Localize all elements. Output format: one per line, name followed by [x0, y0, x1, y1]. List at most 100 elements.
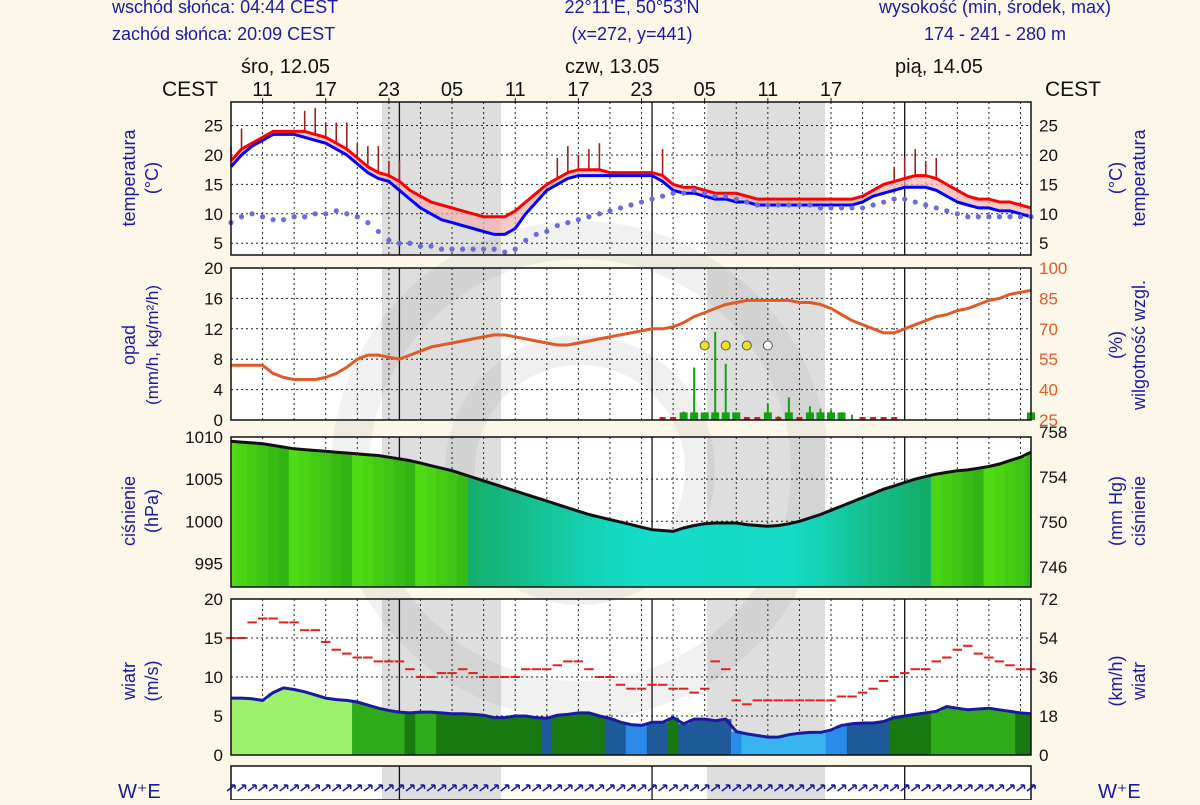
dew-point-dot [849, 205, 855, 211]
precip-block [690, 412, 699, 420]
dew-point-dot [407, 240, 413, 246]
dew-point-dot [996, 214, 1003, 220]
pressure-area-slice [415, 463, 427, 587]
precip-block [763, 412, 772, 420]
panel-bg-temp [231, 102, 1031, 255]
panel-frame-wind [230, 598, 1032, 756]
wind-area-slice [509, 716, 521, 755]
wind-direction-arrow [258, 784, 268, 792]
dew-point-dot [659, 193, 666, 199]
wind-direction-arrow [384, 784, 394, 792]
dew-point-dot [481, 246, 487, 252]
wind-left-unit: (m/s) [142, 661, 162, 702]
precip-tick-left: 16 [204, 289, 223, 308]
wind-area-slice [909, 714, 921, 755]
wind-direction-arrow [331, 784, 342, 792]
wind-direction-arrow [889, 784, 899, 792]
wind-area-slice [615, 722, 627, 755]
wind-tick-left: 0 [214, 746, 223, 765]
dew-point-dot [323, 211, 329, 217]
wind-area-slice [804, 732, 816, 755]
pressure-area-slice [467, 477, 479, 587]
dew-point-dot [712, 193, 718, 199]
pressure-tick-left: 1010 [185, 428, 223, 447]
wind-area-slice [604, 718, 616, 755]
hour-tick-label: 05 [441, 79, 463, 101]
pressure-area-slice [815, 514, 827, 587]
pressure-area-slice [794, 521, 806, 587]
precip-block [711, 412, 720, 420]
wind-area-slice [752, 735, 764, 755]
wind-direction-arrow [963, 784, 973, 792]
temp-tick-right: 25 [1039, 117, 1058, 136]
wind-area-slice [699, 719, 711, 755]
wind-area-slice [362, 705, 374, 755]
pressure-area-slice [699, 523, 711, 587]
pressure-area-slice [709, 522, 721, 587]
dew-point-dot [796, 202, 803, 208]
wind-direction-arrow [394, 784, 405, 792]
pressure-area-slice [952, 470, 964, 587]
pressure-area-slice [909, 479, 921, 587]
dew-point-dot [523, 237, 529, 243]
grid-text: (x=272, y=441) [571, 24, 692, 44]
dew-point-dot [786, 202, 792, 208]
pressure-area-slice [446, 470, 458, 587]
dew-point-dot [565, 220, 571, 226]
pressure-line [230, 439, 1032, 533]
wind-tick-left: 20 [204, 590, 223, 609]
dew-point-dot [912, 199, 918, 205]
wind-area-slice [636, 725, 648, 755]
dew-point-dot [270, 217, 276, 223]
hour-tick-label: 23 [630, 79, 652, 101]
pressure-area-slice [720, 522, 732, 587]
wind-area-slice [973, 708, 985, 755]
wind-tick-left: 15 [204, 629, 223, 648]
dew-point-dot [365, 220, 371, 226]
wind-area-slice [331, 699, 343, 755]
pressure-tick-left: 1000 [185, 512, 223, 531]
wind-direction-arrow [816, 784, 826, 792]
wind-area-slice [436, 712, 448, 755]
pressure-area-slice [404, 460, 416, 587]
wind-area-slice [394, 712, 406, 755]
wind-direction-arrow [310, 784, 320, 792]
precip-tick-left: 8 [214, 350, 223, 369]
wind-direction-arrow [763, 784, 773, 792]
precip-right-label: wilgotność wzgl. [1129, 280, 1149, 411]
precip-tick-left: 12 [204, 320, 223, 339]
dew-point-dot [333, 208, 339, 214]
pressure-area-slice [846, 501, 858, 587]
temp-tick-left: 5 [214, 234, 223, 253]
pressure-area-slice [246, 442, 258, 587]
pressure-area-slice [320, 451, 332, 587]
precip-trace [891, 417, 898, 420]
pressure-area-slice [1004, 460, 1016, 587]
wind-direction-arrow [910, 784, 920, 792]
dew-point-dot [586, 214, 592, 220]
wind-area-slice [352, 701, 364, 755]
wind-area-slice [773, 737, 785, 755]
wind-area-slice [594, 716, 606, 755]
pressure-area-slice [825, 510, 837, 587]
precip-trace [754, 417, 761, 420]
dew-point-dot [670, 190, 676, 196]
hour-tick-label: 17 [567, 79, 589, 101]
dew-point-dot [891, 196, 897, 202]
dew-point-dot [723, 193, 729, 199]
compass-right: W⁺E [1098, 781, 1141, 800]
wind-tick-left: 10 [204, 668, 223, 687]
dew-point-dot [986, 214, 992, 220]
dew-point-dot [649, 196, 655, 202]
wind-direction-arrow [542, 784, 552, 792]
pressure-area-slice [983, 466, 995, 587]
dew-point-dot [1017, 214, 1024, 220]
dew-point-dot [765, 202, 771, 208]
wind-direction-arrow [868, 784, 878, 792]
dew-point-dot [470, 246, 476, 252]
precip-block [805, 412, 814, 420]
wind-direction-arrow [700, 784, 710, 792]
pressure-area-slice [783, 523, 795, 587]
dew-point-dot [617, 205, 624, 211]
pressure-area-slice [394, 458, 406, 587]
